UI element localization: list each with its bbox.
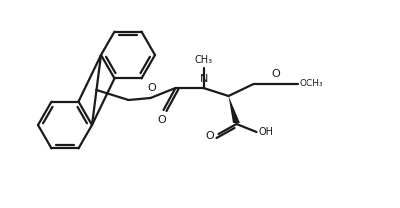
Text: CH₃: CH₃: [194, 55, 212, 65]
Text: OH: OH: [258, 127, 274, 137]
Text: O: O: [206, 131, 214, 141]
Text: O: O: [147, 83, 156, 93]
Text: OCH₃: OCH₃: [300, 78, 323, 88]
Text: O: O: [271, 69, 280, 79]
Polygon shape: [228, 96, 240, 123]
Text: O: O: [157, 115, 166, 125]
Text: N: N: [200, 74, 209, 84]
